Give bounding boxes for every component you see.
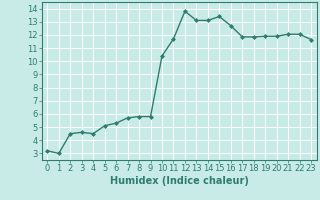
X-axis label: Humidex (Indice chaleur): Humidex (Indice chaleur) (110, 176, 249, 186)
